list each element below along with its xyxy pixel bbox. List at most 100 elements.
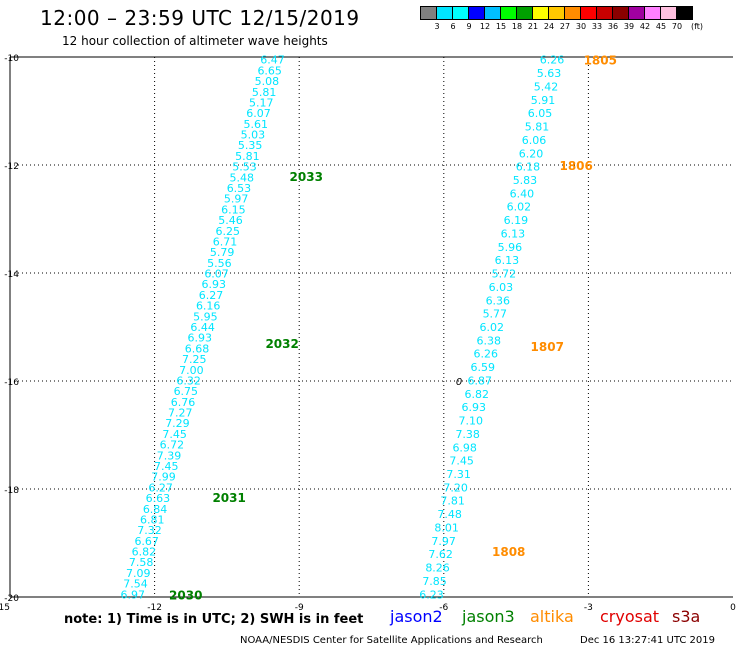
data-point-label: 6.06: [522, 134, 547, 147]
data-point-label: 5.03: [241, 129, 266, 142]
data-point-label: 6.63: [146, 492, 171, 505]
data-point-label: 7.48: [437, 508, 462, 521]
data-point-label: 5.91: [531, 94, 556, 107]
data-point-label: 6.13: [501, 227, 526, 240]
colorbar-tick-label: 30: [575, 22, 587, 31]
pass-time-label: 1808: [492, 545, 525, 559]
data-point-label: 6.27: [199, 289, 224, 302]
data-point-label: 6.26: [474, 348, 499, 361]
data-point-label: 6.98: [452, 441, 477, 454]
data-point-label: 5.95: [193, 310, 218, 323]
x-tick-label: -15: [0, 603, 10, 613]
colorbar-tick-label: 21: [527, 22, 539, 31]
data-point-label: 5.35: [238, 139, 263, 152]
colorbar-tick-label: 3: [434, 22, 440, 31]
x-tick-label: -9: [295, 603, 304, 613]
data-point-label: 5.53: [232, 161, 257, 174]
data-point-label: 6.07: [246, 107, 271, 120]
data-point-label: 7.09: [126, 567, 151, 580]
colorbar-tick-label: 70: [671, 22, 683, 31]
colorbar-tick-label: 27: [559, 22, 571, 31]
pass-time-label: 1805: [584, 54, 617, 68]
contour-annotation: 0: [456, 377, 462, 388]
data-point-label: 7.45: [449, 455, 474, 468]
data-point-label: 6.05: [528, 107, 553, 120]
data-point-label: 6.18: [516, 161, 541, 174]
colorbar-legend: [420, 6, 693, 20]
data-point-label: 5.72: [492, 268, 517, 281]
data-point-label: 8.01: [434, 521, 459, 534]
data-point-label: 7.81: [440, 495, 465, 508]
colorbar-tick-labels: 3 6 9 12 15 18 21 24 27 30 33 36 39 42 45 70 (ft): [421, 22, 740, 34]
data-point-label: 7.20: [443, 481, 468, 494]
data-point-label: 6.67: [134, 535, 159, 548]
data-point-label: 7.00: [179, 364, 204, 377]
data-point-label: 7.97: [431, 535, 456, 548]
legend-altika: altika: [530, 607, 574, 626]
colorbar-tick-label: 6: [450, 22, 456, 31]
x-tick-label: 0: [730, 603, 736, 613]
data-point-label: 6.82: [132, 546, 157, 559]
data-point-label: 7.85: [422, 575, 447, 588]
data-point-label: 7.99: [151, 471, 176, 484]
legend-jason3: jason3: [462, 607, 515, 626]
data-point-label: 7.27: [168, 407, 193, 420]
data-point-label: 5.79: [210, 246, 235, 259]
data-point-label: 7.54: [123, 578, 148, 591]
data-point-label: 5.97: [224, 193, 249, 206]
data-point-label: 7.31: [446, 468, 471, 481]
data-point-label: 5.77: [483, 308, 508, 321]
data-point-label: 7.29: [165, 417, 190, 430]
data-point-label: 6.40: [510, 187, 535, 200]
colorbar-tick-label: 18: [511, 22, 523, 31]
data-point-label: 5.81: [525, 121, 550, 134]
x-tick-label: -3: [584, 603, 593, 613]
colorbar-tick-label: (ft): [690, 22, 704, 31]
data-point-label: 6.25: [216, 225, 241, 238]
data-point-label: 5.48: [229, 171, 254, 184]
data-point-label: 6.93: [188, 332, 213, 345]
x-tick-label: -12: [147, 603, 162, 613]
pass-time-label: 2032: [265, 337, 298, 351]
pass-time-label: 2030: [169, 588, 202, 602]
pass-time-label: 2031: [212, 491, 245, 505]
y-tick-label: -14: [4, 270, 19, 280]
chart-subtitle: 12 hour collection of altimeter wave hei…: [62, 34, 328, 48]
data-point-label: 6.23: [419, 588, 444, 601]
data-point-label: 7.38: [455, 428, 480, 441]
data-point-label: 6.15: [221, 203, 246, 216]
data-point-label: 6.27: [148, 481, 173, 494]
data-point-label: 6.44: [190, 321, 215, 334]
data-point-label: 7.62: [428, 548, 453, 561]
data-point-label: 6.26: [540, 54, 565, 67]
data-point-label: 6.72: [160, 439, 185, 452]
data-point-label: 6.71: [213, 235, 238, 248]
legend-jason2: jason2: [390, 607, 443, 626]
data-point-label: 6.59: [471, 361, 496, 374]
data-point-label: 6.93: [202, 278, 227, 291]
colorbar-tick-label: 24: [543, 22, 555, 31]
data-point-label: 6.68: [185, 342, 210, 355]
y-tick-label: -20: [4, 594, 19, 604]
data-point-label: 5.42: [534, 80, 559, 93]
data-point-label: 6.53: [227, 182, 252, 195]
pass-time-label: 1806: [559, 159, 592, 173]
colorbar-tick-label: 42: [639, 22, 651, 31]
note-text: note: 1) Time is in UTC; 2) SWH is in fe…: [64, 612, 364, 627]
data-point-label: 6.19: [504, 214, 529, 227]
data-point-label: 6.84: [143, 503, 168, 516]
data-point-label: 6.75: [174, 385, 199, 398]
data-point-label: 6.93: [461, 401, 486, 414]
data-point-label: 6.87: [468, 374, 493, 387]
data-point-label: 5.61: [243, 118, 268, 131]
colorbar-tick-label: 15: [495, 22, 507, 31]
data-point-label: 6.16: [196, 300, 221, 313]
y-tick-label: -18: [4, 486, 19, 496]
data-point-label: 5.81: [235, 150, 260, 163]
data-point-label: 8.26: [425, 562, 450, 575]
data-point-label: 5.08: [255, 75, 280, 88]
x-tick-label: -6: [439, 603, 448, 613]
y-tick-label: -10: [4, 54, 19, 64]
data-point-label: 6.02: [507, 201, 532, 214]
data-point-label: 6.36: [486, 294, 511, 307]
